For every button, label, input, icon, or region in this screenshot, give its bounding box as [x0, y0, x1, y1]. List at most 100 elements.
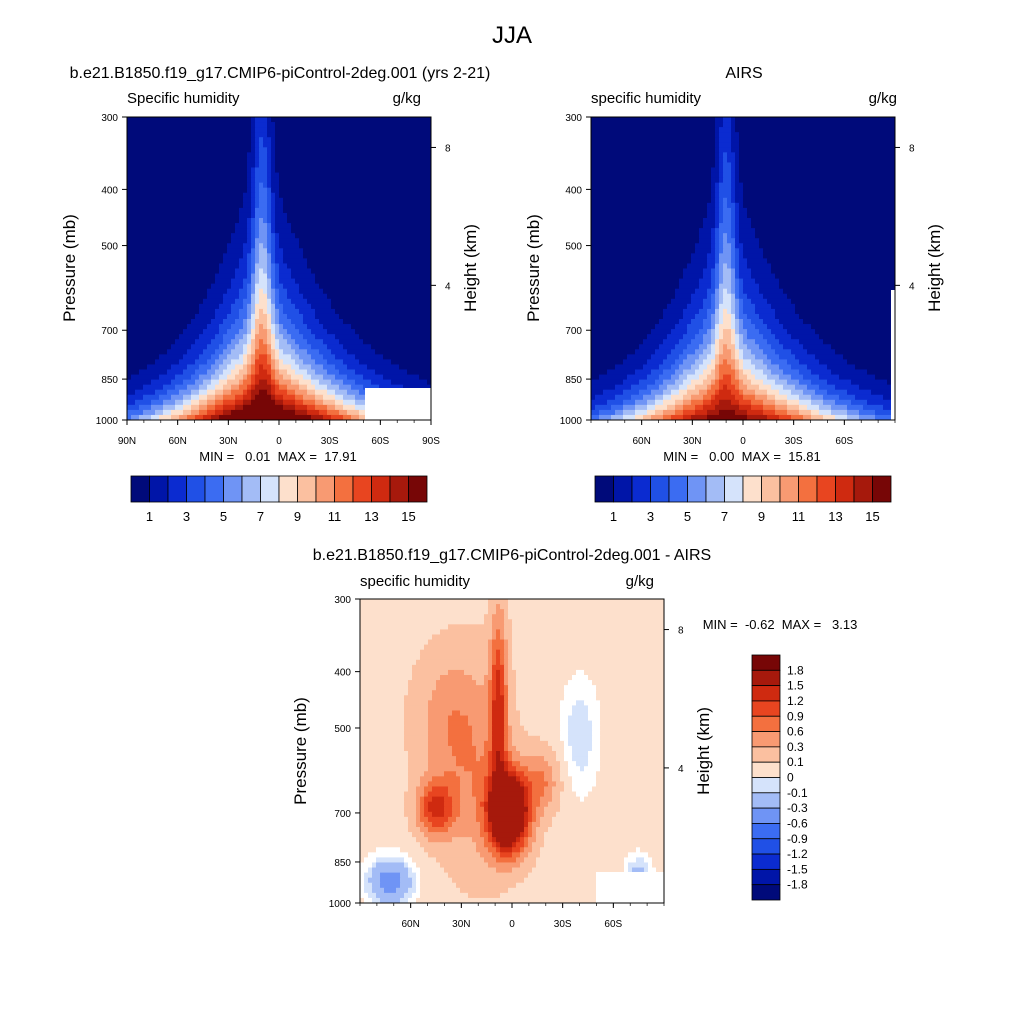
- colorbar-box: [779, 475, 799, 503]
- contour-cell: [747, 409, 764, 416]
- contour-cell: [532, 811, 537, 818]
- contour-cell: [279, 308, 284, 315]
- contour-cell: [791, 389, 804, 396]
- contour-cell: [591, 308, 664, 315]
- contour-cell: [171, 414, 180, 420]
- contour-cell: [591, 293, 676, 300]
- contour-cell: [508, 887, 621, 894]
- contour-cell: [819, 409, 832, 416]
- contour-cell: [544, 776, 553, 782]
- contour-cell: [360, 730, 405, 737]
- contour-cell: [223, 369, 232, 376]
- x-tick-label: 30N: [452, 919, 470, 930]
- contour-cell: [428, 827, 449, 833]
- contour-cell: [715, 117, 724, 123]
- contour-cell: [711, 238, 716, 244]
- contour-cell: [512, 654, 664, 661]
- contour-cell: [711, 268, 716, 275]
- contour-cell: [739, 137, 895, 143]
- contour-cell: [231, 303, 244, 310]
- contour-cell: [743, 243, 760, 249]
- contour-cell: [532, 801, 541, 808]
- contour-cell: [283, 374, 292, 381]
- main-title: JJA: [492, 22, 532, 49]
- contour-cell: [588, 756, 601, 762]
- contour-cell: [432, 690, 489, 696]
- contour-cell: [420, 892, 469, 899]
- contour-cell: [580, 796, 585, 803]
- contour-cell: [139, 369, 168, 376]
- contour-cell: [279, 288, 288, 295]
- contour-cell: [127, 122, 252, 128]
- contour-cell: [719, 324, 732, 330]
- colorbar-label: 1.8: [787, 663, 804, 677]
- contour-cell: [504, 700, 509, 706]
- contour-cell: [400, 877, 413, 884]
- contour-cell: [819, 359, 848, 366]
- contour-cell: [275, 324, 280, 330]
- contour-cell: [243, 374, 248, 381]
- contour-cell: [592, 740, 601, 747]
- contour-cell: [319, 283, 431, 290]
- contour-cell: [279, 339, 288, 345]
- contour-cell: [360, 720, 405, 727]
- contour-cell: [436, 685, 489, 691]
- y-tick-label: 1000: [329, 899, 352, 910]
- contour-cell: [251, 384, 256, 391]
- contour-cell: [311, 374, 324, 381]
- contour-cell: [591, 223, 704, 229]
- contour-cell: [207, 293, 224, 300]
- contour-cell: [723, 359, 728, 366]
- contour-cell: [179, 389, 192, 396]
- contour-cell: [163, 399, 176, 406]
- contour-cell: [416, 862, 441, 869]
- contour-cell: [540, 796, 553, 803]
- contour-cell: [731, 117, 736, 123]
- contour-cell: [327, 389, 336, 396]
- contour-cell: [416, 786, 425, 793]
- contour-cell: [343, 359, 360, 366]
- contour-cell: [484, 811, 489, 818]
- contour-cell: [267, 177, 272, 184]
- contour-cell: [247, 172, 252, 179]
- contour-cell: [703, 223, 716, 229]
- contour-cell: [715, 253, 720, 259]
- contour-cell: [667, 354, 680, 360]
- contour-cell: [420, 827, 429, 833]
- contour-cell: [719, 298, 724, 305]
- contour-cell: [496, 659, 501, 666]
- contour-cell: [763, 399, 776, 406]
- contour-cell: [363, 374, 384, 381]
- contour-cell: [504, 710, 509, 717]
- contour-cell: [591, 278, 680, 285]
- contour-cell: [715, 152, 720, 158]
- contour-cell: [520, 781, 525, 788]
- contour-cell: [303, 394, 316, 401]
- contour-cell: [811, 399, 824, 406]
- contour-cell: [715, 122, 724, 128]
- contour-cell: [187, 349, 204, 355]
- contour-cell: [755, 233, 895, 239]
- contour-cell: [360, 740, 405, 747]
- contour-cell: [428, 730, 449, 737]
- contour-cell: [755, 324, 768, 330]
- contour-cell: [231, 359, 244, 366]
- x-tick-label: 30N: [683, 436, 701, 447]
- contour-cell: [763, 334, 776, 340]
- contour-cell: [400, 882, 413, 889]
- contour-cell: [600, 740, 664, 747]
- y-tick-label: 700: [101, 326, 118, 337]
- contour-cell: [687, 344, 700, 350]
- contour-cell: [255, 298, 260, 305]
- contour-cell: [763, 359, 772, 366]
- contour-cell: [516, 685, 565, 691]
- colorbar-box: [751, 761, 781, 778]
- contour-cell: [215, 334, 224, 340]
- contour-cell: [219, 268, 236, 275]
- contour-cell: [247, 324, 252, 330]
- contour-cell: [683, 399, 692, 406]
- contour-cell: [287, 329, 300, 335]
- contour-cell: [711, 278, 716, 285]
- contour-cell: [711, 197, 716, 204]
- contour-cell: [500, 604, 509, 610]
